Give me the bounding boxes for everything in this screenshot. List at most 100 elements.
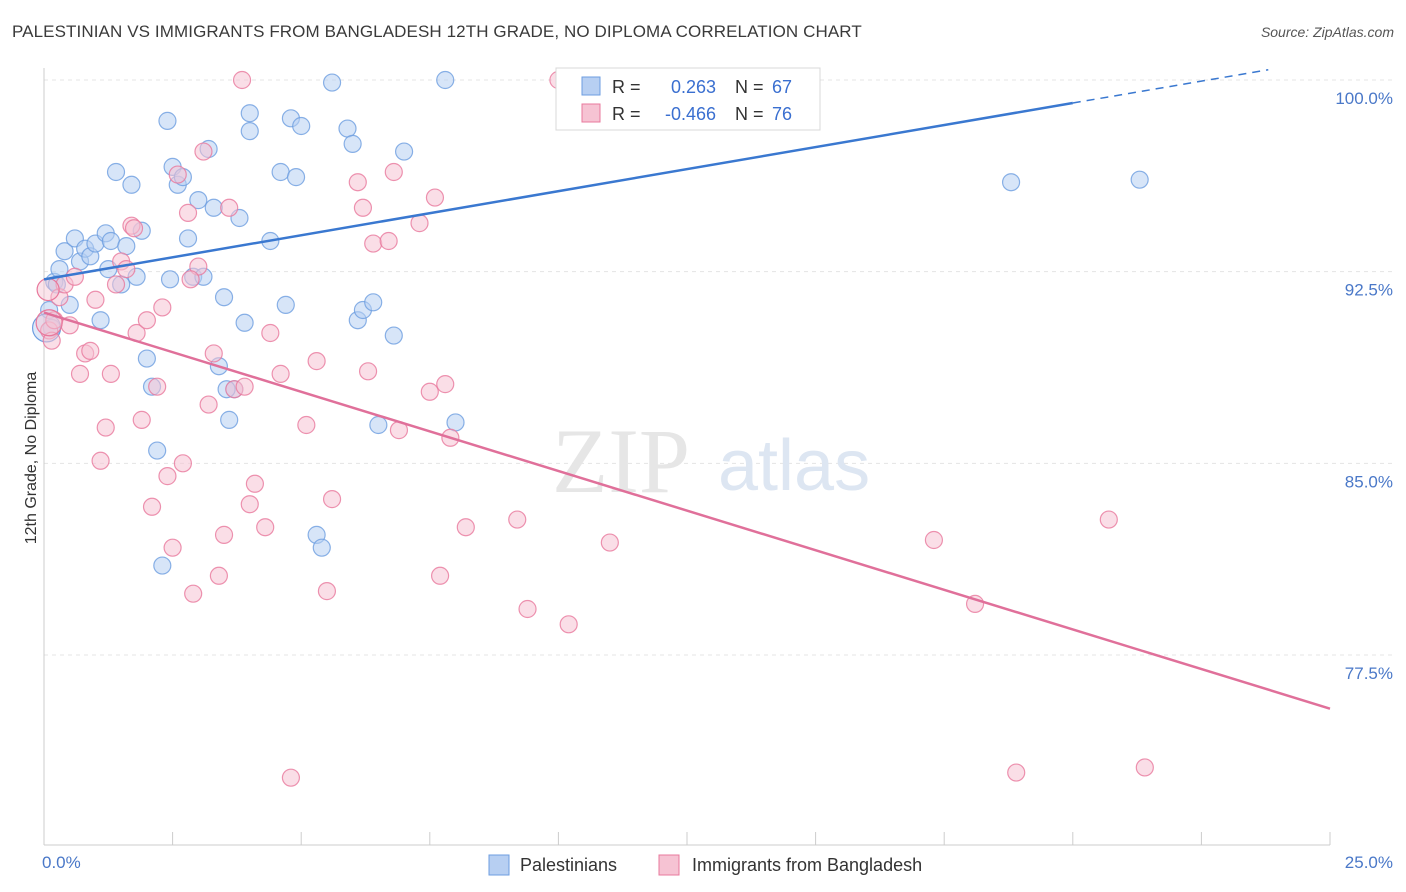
bangladesh-point-6 <box>70 364 90 383</box>
palestinians-point-50 <box>338 119 357 138</box>
palestinians-point-32 <box>204 198 223 217</box>
legend-r-label-2: R = <box>612 104 641 124</box>
gridlines <box>44 79 1392 656</box>
palestinians-point-55 <box>369 415 388 435</box>
bottom-legend-swatch-blue <box>488 854 510 876</box>
watermark-atlas: atlas <box>718 426 870 506</box>
legend-n-value-1: 67 <box>772 77 792 97</box>
bangladesh-point-22 <box>153 298 172 317</box>
y-tick-label-0: 100.0% <box>1335 89 1393 108</box>
bangladesh-point-44 <box>297 415 316 435</box>
y-tick-label-2: 85.0% <box>1345 472 1393 491</box>
bangladesh-point-50 <box>358 362 378 381</box>
trend-lines <box>43 69 1331 710</box>
legend-n-value-2: 76 <box>772 104 792 124</box>
bangladesh-point-27 <box>178 203 198 222</box>
bangladesh-point-12 <box>101 364 120 383</box>
watermark-zip: ZIP <box>552 410 690 512</box>
palestinians-point-16 <box>122 175 141 194</box>
palestinians-point-12 <box>101 231 120 251</box>
palestinians-point-42 <box>271 162 290 182</box>
bangladesh-point-74 <box>232 70 252 90</box>
legend-n-label-2: N = <box>735 104 764 124</box>
palestinians-point-57 <box>394 142 414 161</box>
bottom-legend-label-bangladesh: Immigrants from Bangladesh <box>692 855 922 875</box>
palestinians-point-48 <box>312 538 331 557</box>
bangladesh-point-20 <box>142 497 162 516</box>
y-tick-label-1: 92.5% <box>1345 281 1393 300</box>
palestinians-point-54 <box>364 293 383 312</box>
bottom-legend-label-palestinians: Palestinians <box>520 855 617 875</box>
bangladesh-point-58 <box>430 566 450 585</box>
y-tick-labels: 100.0% 92.5% 85.0% 77.5% <box>1335 89 1393 683</box>
bangladesh-point-61 <box>456 518 475 537</box>
bangladesh-point-9 <box>86 290 105 309</box>
bangladesh-point-45 <box>307 352 326 371</box>
bangladesh-point-46 <box>317 582 337 601</box>
bangladesh-point-32 <box>204 344 223 363</box>
bangladesh-point-38 <box>240 495 259 514</box>
bangladesh-point-30 <box>194 142 213 161</box>
bangladesh-point-63 <box>518 599 537 619</box>
bangladesh-point-10 <box>91 451 110 470</box>
palestinians-point-13 <box>106 162 126 182</box>
palestinians-point-51 <box>343 134 362 153</box>
palestinians-point-21 <box>148 441 167 460</box>
bangladesh-point-49 <box>353 198 373 217</box>
chart-title: PALESTINIAN VS IMMIGRANTS FROM BANGLADES… <box>12 22 862 41</box>
bangladesh-point-72 <box>42 331 61 350</box>
palestinians-point-61 <box>1130 170 1149 189</box>
legend-r-value-1: 0.263 <box>671 77 716 97</box>
palestinians-point-43 <box>276 295 295 314</box>
bangladesh-point-34 <box>214 525 234 544</box>
palestinians-point-49 <box>322 73 342 92</box>
bangladesh-point-48 <box>348 173 367 192</box>
y-tick-label-3: 77.5% <box>1345 664 1393 683</box>
bangladesh-point-11 <box>96 418 115 437</box>
trend-line-palestinians-extension <box>1072 69 1269 104</box>
x-tick-label-left: 0.0% <box>42 853 81 872</box>
bangladesh-point-39 <box>245 474 265 493</box>
bangladesh-point-5 <box>65 267 84 286</box>
palestinians-point-38 <box>235 313 254 332</box>
palestinians-point-34 <box>214 288 234 307</box>
palestinians-point-35 <box>220 410 239 429</box>
palestinians-point-15 <box>117 237 136 256</box>
palestinians-point-27 <box>178 229 198 248</box>
bangladesh-point-35 <box>220 198 239 217</box>
bangladesh-point-19 <box>137 311 156 330</box>
bangladesh-point-47 <box>322 490 342 509</box>
bangladesh-point-59 <box>436 375 455 394</box>
palestinians-point-29 <box>189 191 208 210</box>
bangladesh-point-75 <box>181 270 200 289</box>
bangladesh-point-23 <box>158 467 177 486</box>
bangladesh-point-56 <box>420 382 439 401</box>
bangladesh-point-51 <box>364 234 383 253</box>
legend-swatch-blue <box>581 76 601 96</box>
source-label: Source: ZipAtlas.com <box>1260 24 1394 40</box>
legend-r-value-2: -0.466 <box>665 104 716 124</box>
bangladesh-point-21 <box>148 377 167 396</box>
palestinians-point-60 <box>1001 173 1021 192</box>
bangladesh-point-13 <box>106 275 126 294</box>
bangladesh-point-41 <box>261 323 280 343</box>
palestinians-point-22 <box>153 556 172 575</box>
bangladesh-point-18 <box>132 410 151 429</box>
bangladesh-point-24 <box>163 538 182 557</box>
legend-swatch-pink <box>581 103 601 123</box>
bangladesh-point-26 <box>173 454 192 473</box>
bangladesh-point-67 <box>924 530 944 550</box>
palestinians-point-56 <box>384 326 403 345</box>
legend-r-label-1: R = <box>612 77 641 97</box>
trend-line-bangladesh <box>43 311 1331 710</box>
x-tick-label-right: 25.0% <box>1345 853 1393 872</box>
bangladesh-point-25 <box>168 165 187 184</box>
palestinians-point-3 <box>55 242 74 261</box>
palestinians-point-39 <box>240 122 259 141</box>
bangladesh-point-53 <box>384 162 403 182</box>
palestinians-point-58 <box>436 70 455 90</box>
bangladesh-point-73 <box>124 219 144 238</box>
bangladesh-point-57 <box>425 188 445 207</box>
bangladesh-point-65 <box>559 615 578 634</box>
